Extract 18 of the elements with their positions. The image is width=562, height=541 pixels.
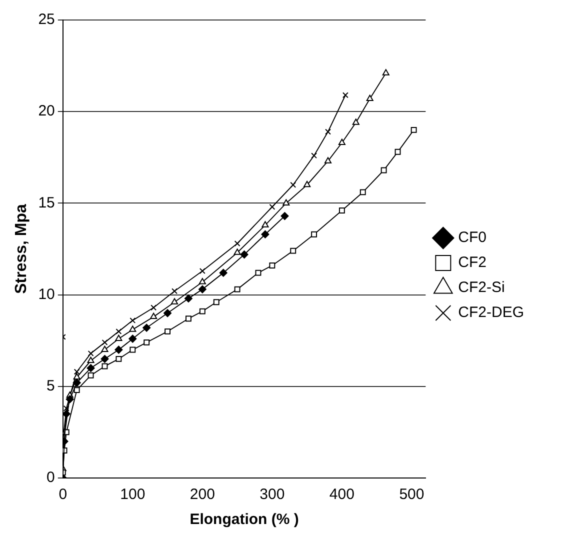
legend-label: CF0	[458, 229, 487, 246]
legend-label: CF2	[458, 254, 487, 272]
legend-label: CF2-Si	[458, 279, 505, 296]
y-tick-label: 5	[46, 378, 55, 395]
y-tick-label: 10	[38, 286, 55, 303]
x-axis-title: Elongation (% )	[190, 511, 299, 528]
x-tick-label: 400	[329, 486, 354, 504]
y-axis-title: Stress, Mpa	[13, 204, 30, 294]
x-tick-label: 300	[260, 486, 285, 504]
y-tick-label: 0	[46, 469, 55, 486]
y-tick-label: 25	[38, 11, 55, 28]
x-tick-label: 500	[399, 486, 424, 504]
x-tick-label: 100	[120, 486, 146, 504]
x-tick-label: 200	[190, 486, 215, 504]
y-tick-label: 15	[38, 194, 55, 212]
x-tick-label: 0	[58, 486, 68, 504]
legend-label: CF2-DEG	[458, 304, 524, 322]
y-tick-label: 20	[38, 102, 55, 120]
